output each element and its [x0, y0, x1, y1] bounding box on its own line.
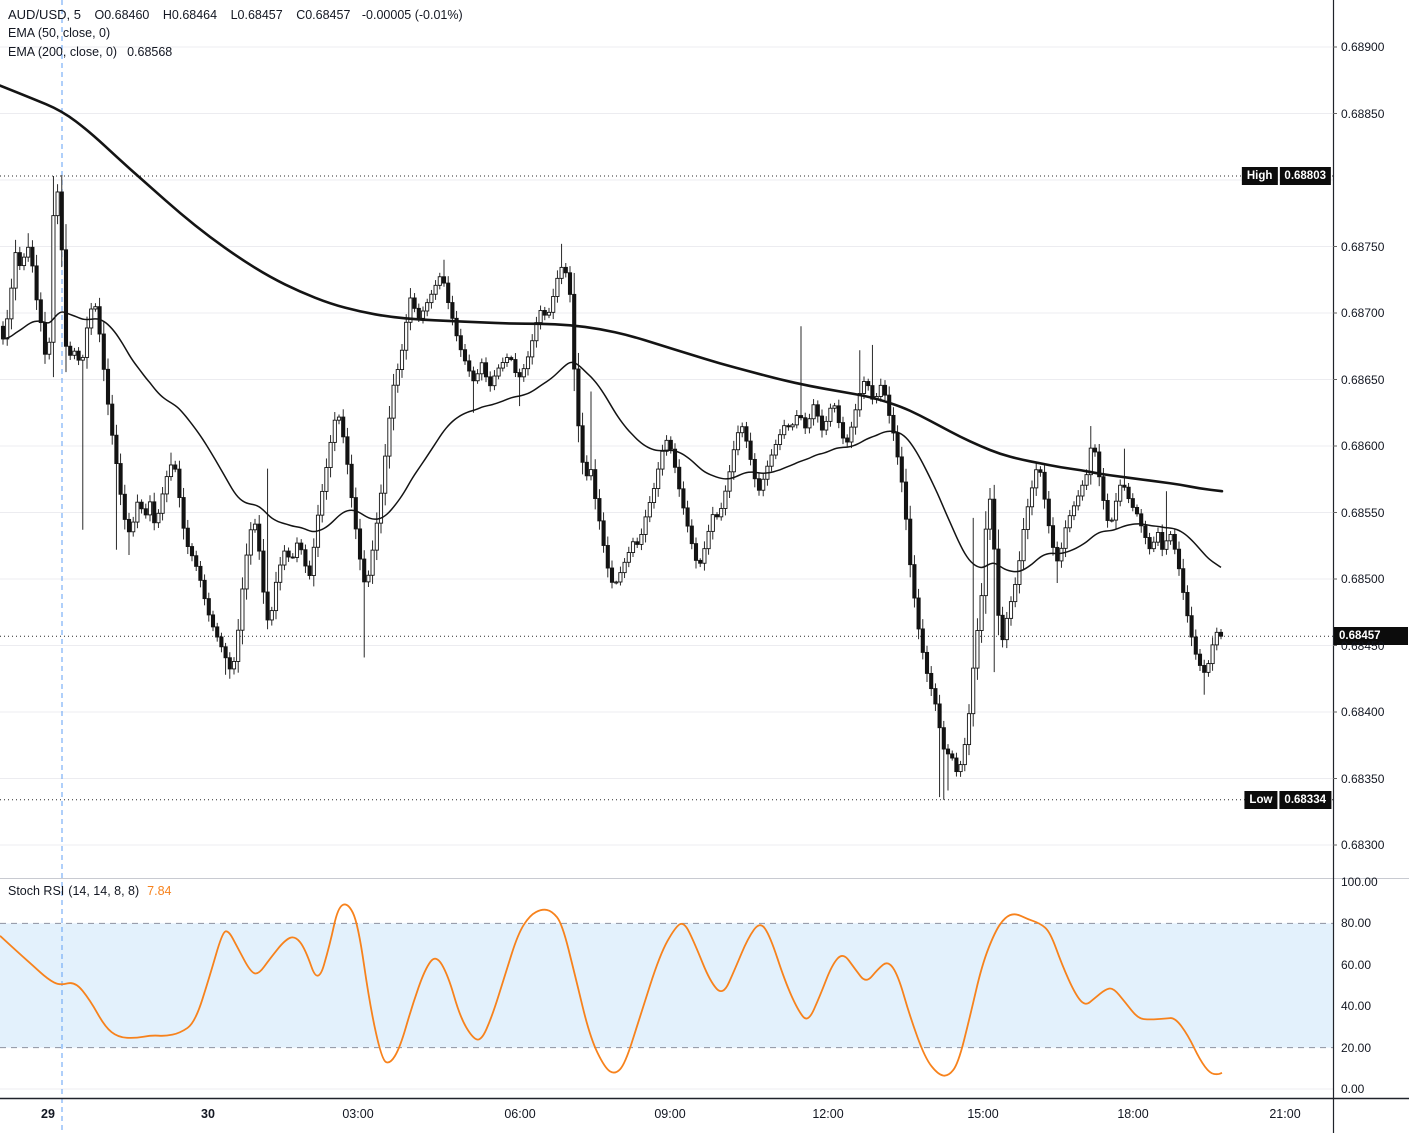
ema50-legend-row[interactable]: EMA (50, close, 0): [8, 24, 463, 43]
price-axis-label: 0.68550: [1341, 505, 1385, 520]
ema-200-line: [0, 84, 1224, 493]
low-label: L: [230, 8, 238, 22]
stoch-rsi-title: Stoch RSI: [8, 884, 65, 898]
ohlc-low: L0.68457: [231, 8, 283, 22]
stoch-rsi-line: [0, 903, 1223, 1077]
close-label: C: [296, 8, 306, 22]
low-tag-value: 0.68334: [1279, 790, 1331, 809]
low-value: 0.68457: [237, 8, 283, 22]
price-axis-label: 0.68500: [1341, 572, 1385, 586]
price-level-lines: [0, 175, 1333, 801]
ema200-legend-row[interactable]: EMA (200, close, 0) 0.68568: [8, 43, 463, 62]
ema-50: [2, 311, 1222, 573]
time-axis-label: 12:00: [812, 1107, 844, 1121]
low-tag-label: Low: [1244, 790, 1278, 809]
rsi-axis-label: 80.00: [1341, 916, 1372, 931]
candlesticks: [0, 175, 1224, 800]
stoch-rsi-value: 7.84: [147, 884, 172, 898]
price-axis-label: 0.68350: [1341, 771, 1385, 786]
session-low-tag: Low 0.68334: [1244, 790, 1331, 809]
stoch-rsi: [0, 903, 1223, 1077]
ema200-label: EMA (200, close, 0): [8, 45, 118, 59]
rsi-axis-label: 20.00: [1341, 1040, 1372, 1055]
price-axis-label: 0.68700: [1341, 306, 1385, 320]
ema200-value: 0.68568: [127, 45, 173, 59]
time-axis-label: 18:00: [1117, 1107, 1149, 1121]
close-value: 0.68457: [305, 8, 351, 22]
session-high-tag: High 0.68803: [1241, 167, 1331, 185]
price-axis-label: 0.68850: [1341, 106, 1385, 121]
stoch-rsi-legend[interactable]: Stoch RSI (14, 14, 8, 8) 7.84: [8, 884, 172, 898]
change-value: -0.00005 (-0.01%): [361, 8, 463, 22]
high-label: H: [162, 8, 172, 22]
rsi-axis-label: 40.00: [1341, 999, 1372, 1014]
rsi-axis-label: 0.00: [1341, 1082, 1365, 1096]
ohlc-open: O0.68460: [94, 8, 149, 22]
time-axis-label: 21:00: [1269, 1107, 1301, 1121]
open-value: 0.68460: [104, 8, 150, 22]
time-axis-label: 30: [201, 1107, 215, 1121]
time-axis-label: 29: [41, 1107, 55, 1121]
price-axis-label: 0.68750: [1341, 239, 1385, 254]
high-tag-value: 0.68803: [1279, 167, 1331, 185]
time-axis-label: 03:00: [342, 1107, 374, 1121]
symbol-title: AUD/USD, 5: [8, 7, 81, 22]
time-axis-label: 09:00: [654, 1107, 686, 1121]
ema-50-line: [2, 311, 1222, 573]
price-gridlines: [0, 46, 1333, 846]
ohlc-close: C0.68457: [296, 8, 350, 22]
rsi-axis-label: 100.00: [1341, 875, 1378, 889]
open-label: O: [94, 8, 105, 22]
high-value: 0.68464: [171, 8, 218, 22]
time-axis-label: 15:00: [967, 1107, 999, 1121]
price-axis-label: 0.68650: [1341, 372, 1385, 387]
rsi-axis-label: 60.00: [1341, 957, 1372, 972]
last-price-tag: 0.68457: [1334, 627, 1408, 646]
high-tag-label: High: [1241, 167, 1278, 185]
symbol-row[interactable]: AUD/USD, 5 O0.68460 H0.68464 L0.68457 C0…: [8, 5, 463, 24]
ema50-label: EMA (50, close, 0): [8, 26, 111, 40]
price-axis-label: 0.68600: [1341, 439, 1385, 453]
stoch-rsi-params: (14, 14, 8, 8): [68, 884, 140, 898]
price-axis-label: 0.68300: [1341, 838, 1385, 852]
ema-200: [0, 84, 1224, 493]
time-axis-label: 06:00: [504, 1107, 536, 1121]
price-axis-label: 0.68900: [1341, 40, 1385, 54]
price-axis-label: 0.68400: [1341, 705, 1385, 719]
chart-legend: AUD/USD, 5 O0.68460 H0.68464 L0.68457 C0…: [8, 5, 463, 62]
ohlc-high: H0.68464: [163, 8, 217, 22]
price-axis-label: 0.68450: [1341, 638, 1385, 653]
